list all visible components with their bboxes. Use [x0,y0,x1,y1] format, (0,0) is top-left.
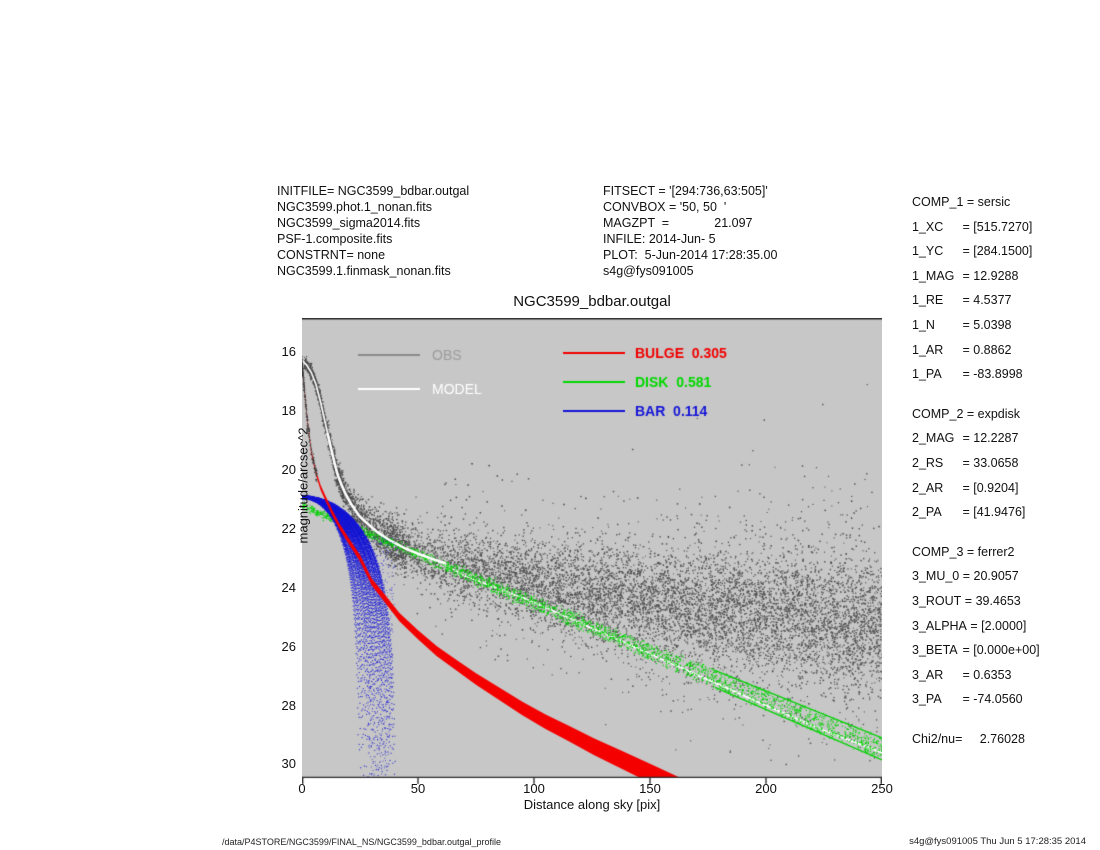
y-tick-label: 22 [281,520,296,536]
parameter-row: 2_PA = [41.9476] [912,505,1026,520]
header-line: FITSECT = '[294:736,63:505]' [603,184,768,198]
parameter-row: 3_BETA = [0.000e+00] [912,643,1040,658]
parameter-row: 3_AR = 0.6353 [912,667,1012,682]
parameter-row: 1_XC = [515.7270] [912,219,1033,234]
parameter-row: 1_N = 5.0398 [912,317,1012,332]
parameter-section: Chi2/nu= 2.76028 [912,727,1097,752]
footer-user-timestamp: s4g@fys091005 Thu Jun 5 17:28:35 2014 [909,836,1086,847]
parameter-row: COMP_2 = expdisk [912,406,1021,421]
header-line: CONSTRNT= none [277,248,386,262]
fit-settings-block: FITSECT = '[294:736,63:505]' CONVBOX = '5… [603,183,777,279]
header-line: NGC3599.phot.1_nonan.fits [277,200,432,214]
parameter-row: 2_RS = 33.0658 [912,455,1019,470]
y-tick-label: 28 [281,697,296,713]
parameter-row: 2_AR = [0.9204] [912,480,1019,495]
header-line: INITFILE= NGC3599_bdbar.outgal [277,184,470,198]
y-tick-label: 16 [281,343,296,359]
x-tick-label: 0 [298,781,306,796]
fit-parameters-panel: COMP_1 = sersic 1_XC = [515.7270] 1_YC = [… [912,190,1097,766]
parameter-row: 3_PA = -74.0560 [912,692,1023,707]
footer-file-path: /data/P4STORE/NGC3599/FINAL_NS/NGC3599_b… [222,837,501,847]
parameter-row: COMP_1 = sersic [912,195,1011,209]
header-line: NGC3599_sigma2014.fits [277,216,421,230]
x-tick-label: 250 [871,781,893,796]
x-tick-label: 150 [639,781,661,796]
header-line: s4g@fys091005 [603,264,694,278]
plot-canvas [302,318,882,785]
y-tick-label: 26 [281,638,296,654]
header-line: CONVBOX = '50, 50 ' [603,200,727,214]
plot-title: NGC3599_bdbar.outgal [513,293,671,310]
y-tick-label: 24 [281,579,296,595]
y-tick-label: 20 [281,461,296,477]
parameter-section: COMP_3 = ferrer2 3_MU_0 = 20.9057 3_ROUT =… [912,540,1097,712]
parameter-row: 1_YC = [284.1500] [912,244,1033,259]
x-tick-label: 50 [410,781,426,796]
parameter-row: COMP_3 = ferrer2 [912,544,1015,559]
parameter-row: 3_ROUT = 39.4653 [912,593,1021,608]
y-axis-label: magnitude/arcsec^2 [295,427,311,544]
parameter-row: 1_RE = 4.5377 [912,293,1012,308]
parameter-row: 1_PA = -83.8998 [912,367,1023,382]
parameter-row: 3_ALPHA = [2.0000] [912,618,1027,633]
parameter-row: 1_MAG = 12.9288 [912,268,1019,283]
x-tick-label: 100 [523,781,545,796]
parameter-section: COMP_1 = sersic 1_XC = [515.7270] 1_YC = [… [912,190,1097,387]
header-line: INFILE: 2014-Jun- 5 [603,232,716,246]
y-tick-label: 30 [281,756,296,772]
parameter-row: 2_MAG = 12.2287 [912,431,1019,446]
header-line: NGC3599.1.finmask_nonan.fits [277,264,451,278]
parameter-section: COMP_2 = expdisk 2_MAG = 12.2287 2_RS = 33… [912,402,1097,525]
header-line: PSF-1.composite.fits [277,232,393,246]
input-files-block: INITFILE= NGC3599_bdbar.outgal NGC3599.ph… [277,183,469,279]
chi2-row: Chi2/nu= 2.76028 [912,731,1025,746]
x-axis-label: Distance along sky [pix] [523,797,661,812]
header-line: MAGZPT = 21.097 [603,216,753,230]
parameter-row: 3_MU_0 = 20.9057 [912,569,1019,584]
x-tick-label: 200 [755,781,777,796]
parameter-row: 1_AR = 0.8862 [912,342,1012,357]
y-tick-label: 18 [281,402,296,418]
header-line: PLOT: 5-Jun-2014 17:28:35.00 [603,248,778,262]
